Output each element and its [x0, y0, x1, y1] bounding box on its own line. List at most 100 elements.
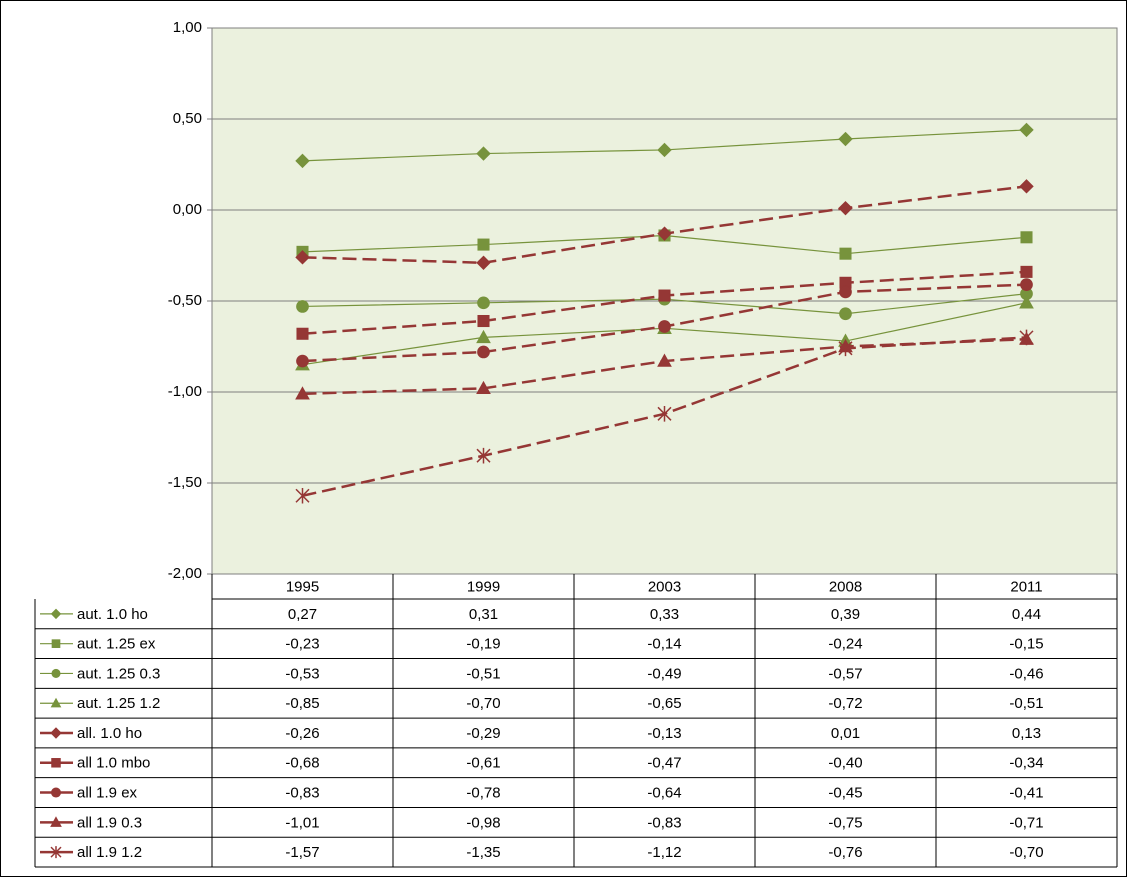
- table-cell: -0,75: [828, 814, 862, 831]
- marker: [1019, 179, 1034, 194]
- table-cell: -0,40: [828, 755, 862, 772]
- y-tick-label: -2,00: [168, 565, 202, 582]
- legend-label: all 1.9 ex: [77, 785, 138, 802]
- table-cell: -1,12: [647, 844, 681, 861]
- table-cell: -0,26: [285, 725, 319, 742]
- y-tick-label: -1,00: [168, 383, 202, 400]
- table-header: 1999: [467, 578, 500, 595]
- marker: [296, 327, 309, 340]
- marker: [657, 142, 672, 158]
- table-cell: -0,13: [647, 725, 681, 742]
- table-cell: -0,61: [466, 755, 500, 772]
- legend-label: all 1.9 1.2: [77, 844, 142, 861]
- table-cell: 0,01: [831, 725, 860, 742]
- marker: [476, 380, 491, 395]
- y-tick-label: 1,00: [173, 19, 202, 36]
- table-cell: -0,47: [647, 755, 681, 772]
- marker: [1019, 329, 1034, 346]
- table-cell: -0,15: [1009, 636, 1043, 653]
- table-cell: -0,53: [285, 665, 319, 682]
- table-cell: -0,72: [828, 695, 862, 712]
- table-header: 2011: [1010, 578, 1042, 595]
- marker: [476, 146, 491, 161]
- table-cell: -0,83: [285, 785, 319, 802]
- table-cell: -0,76: [828, 844, 862, 861]
- marker: [295, 487, 310, 504]
- y-tick-label: -0,50: [168, 292, 202, 309]
- marker: [476, 329, 491, 344]
- legend-label: aut. 1.25 0.3: [77, 665, 160, 682]
- data-table: 1995 1999 2003 2008 2011 aut. 1.0 ho 0,27 0,31 0…: [34, 574, 1118, 868]
- legend-label: all. 1.0 ho: [77, 725, 142, 742]
- marker: [476, 255, 491, 270]
- table-cell: -0,24: [828, 636, 862, 653]
- marker: [295, 386, 310, 400]
- table-cell: -0,45: [828, 785, 862, 802]
- table-cell: -0,68: [285, 755, 319, 772]
- table-cell: 0,31: [469, 606, 498, 623]
- marker: [838, 131, 853, 147]
- marker: [477, 238, 490, 251]
- marker: [839, 307, 852, 321]
- legend-marker: [50, 697, 62, 708]
- marker: [839, 285, 852, 299]
- marker: [477, 314, 490, 328]
- y-tick-label: -1,50: [168, 474, 202, 491]
- table-cell: -0,29: [466, 725, 500, 742]
- table-cell: -0,14: [647, 636, 681, 653]
- y-tick-label: 0,50: [173, 110, 202, 127]
- marker: [657, 353, 672, 367]
- marker: [838, 340, 853, 357]
- table-cell: -0,41: [1009, 785, 1043, 802]
- marker: [1019, 295, 1034, 309]
- table-cell: -1,35: [466, 844, 500, 861]
- table-cell: 0,33: [650, 606, 679, 623]
- marker: [476, 447, 491, 464]
- table-cell: -0,85: [285, 695, 319, 712]
- marker: [839, 247, 852, 260]
- table-header: 2003: [648, 578, 681, 595]
- marker: [296, 354, 309, 368]
- legend-label: aut. 1.25 ex: [77, 636, 156, 653]
- legend-marker: [51, 787, 61, 798]
- legend-marker: [50, 608, 62, 620]
- table-cell: 0,44: [1012, 606, 1041, 623]
- marker: [295, 153, 310, 169]
- legend-label: all 1.0 mbo: [77, 755, 150, 772]
- marker: [838, 200, 853, 216]
- table-cell: -0,49: [647, 665, 681, 682]
- table-cell: -0,70: [1009, 844, 1043, 861]
- marker: [1020, 265, 1033, 278]
- legend-marker: [50, 816, 62, 827]
- marker: [657, 406, 672, 422]
- table-cell: -0,51: [466, 665, 500, 682]
- table-cell: -0,64: [647, 785, 681, 802]
- legend-marker: [50, 727, 62, 739]
- table-cell: -0,83: [647, 814, 681, 831]
- marker: [477, 296, 490, 310]
- marker: [1020, 278, 1033, 291]
- legend-marker: [51, 639, 61, 648]
- table-cell: -0,19: [466, 636, 500, 653]
- y-tick-label: 0,00: [173, 201, 202, 218]
- table-cell: -0,98: [466, 814, 500, 831]
- legend-marker: [51, 758, 61, 768]
- table-cell: -0,34: [1009, 755, 1043, 772]
- table-cell: -0,65: [647, 695, 681, 712]
- table-header: 1995: [286, 578, 319, 595]
- table-cell: 0,27: [288, 606, 317, 623]
- table-cell: 0,13: [1012, 725, 1041, 742]
- marker: [296, 300, 309, 313]
- table-cell: -0,78: [466, 785, 500, 802]
- table-cell: -0,71: [1009, 814, 1043, 831]
- legend-marker: [50, 846, 62, 859]
- legend-marker: [51, 668, 61, 678]
- marker: [1019, 122, 1034, 138]
- marker: [657, 226, 672, 241]
- legend-label: aut. 1.0 ho: [77, 606, 148, 623]
- marker: [658, 289, 671, 302]
- marker: [658, 320, 671, 333]
- table-cell: -0,57: [828, 665, 862, 682]
- legend-label: aut. 1.25 1.2: [77, 695, 160, 712]
